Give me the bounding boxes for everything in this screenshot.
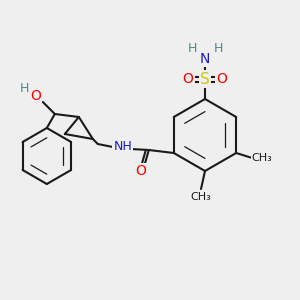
Text: H: H bbox=[187, 43, 197, 56]
Text: H: H bbox=[213, 43, 223, 56]
Text: O: O bbox=[217, 72, 227, 86]
Text: N: N bbox=[200, 52, 210, 66]
Text: NH: NH bbox=[113, 140, 132, 154]
Text: O: O bbox=[135, 164, 146, 178]
Text: O: O bbox=[183, 72, 194, 86]
Text: O: O bbox=[30, 89, 41, 103]
Text: CH₃: CH₃ bbox=[190, 192, 212, 202]
Text: CH₃: CH₃ bbox=[252, 153, 273, 163]
Text: S: S bbox=[200, 71, 210, 86]
Text: H: H bbox=[20, 82, 29, 94]
